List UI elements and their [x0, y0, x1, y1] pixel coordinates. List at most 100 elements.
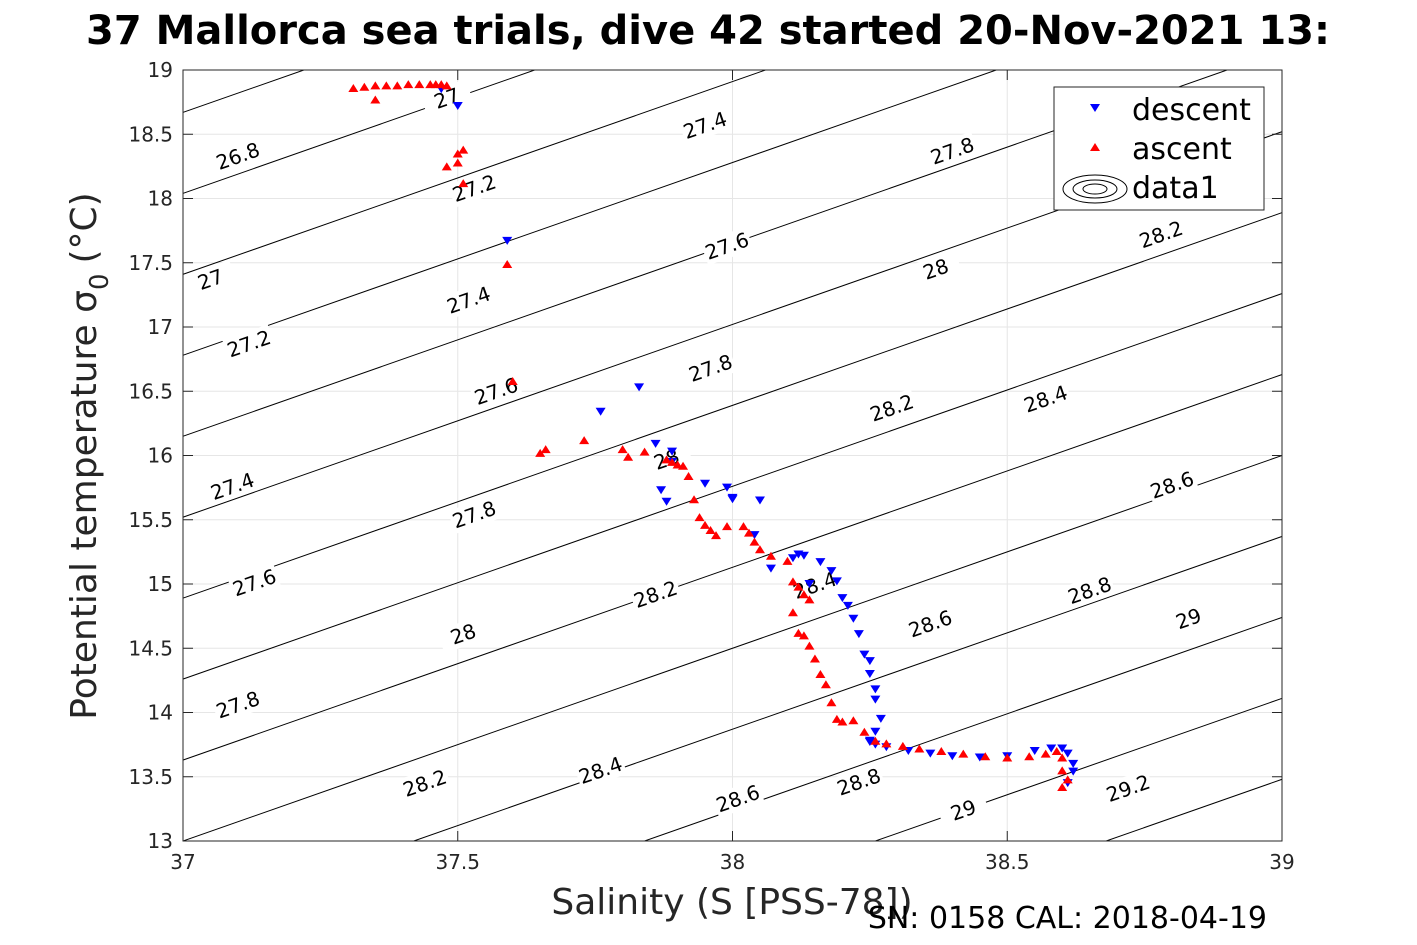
descent-point — [1068, 759, 1079, 768]
ascent-point — [705, 526, 716, 535]
x-tick-label: 38.5 — [985, 850, 1030, 874]
descent-point — [848, 614, 859, 623]
ascent-point — [837, 717, 848, 726]
isopycnal-line — [183, 212, 1282, 599]
ascent-point — [700, 520, 711, 529]
descent-point — [870, 727, 881, 736]
x-axis-label: Salinity (S [PSS-78]) — [551, 882, 912, 923]
descent-point — [749, 531, 760, 540]
descent-point — [864, 657, 875, 666]
contour-label-bg — [700, 226, 754, 266]
descent-point — [667, 447, 678, 456]
contour-label-bg — [211, 136, 265, 176]
y-tick-label: 17.5 — [128, 251, 173, 275]
descent-series — [436, 85, 1079, 788]
descent-point — [798, 551, 809, 560]
descent-point — [1029, 747, 1040, 756]
ascent-point — [859, 727, 870, 736]
y-tick-label: 13.5 — [128, 765, 173, 789]
ascent-point — [1040, 749, 1051, 758]
ascent-point — [798, 590, 809, 599]
chart-title: 37 Mallorca sea trials, dive 42 started … — [86, 8, 1330, 54]
contour-label-bg — [678, 105, 732, 145]
ascent-point — [743, 528, 754, 537]
y-axis-label-main: Potential temperature σ — [64, 290, 105, 720]
y-axis-label: Potential temperature σ0 (°C) — [64, 192, 115, 719]
ascent-point — [798, 631, 809, 640]
ascent-point — [722, 522, 733, 531]
contour-label-bg — [925, 131, 979, 171]
descent-point — [870, 695, 881, 704]
descent-point — [754, 496, 765, 505]
contour-label-bg — [865, 388, 919, 428]
ascent-point — [348, 83, 359, 92]
ascent-point — [359, 82, 370, 91]
descent-point — [925, 749, 936, 758]
x-tick-label: 37.5 — [435, 850, 480, 874]
isopycnal-line — [183, 374, 1282, 761]
ascent-point — [936, 747, 947, 756]
density-contours — [0, 70, 1282, 841]
contour-label-bg — [628, 575, 683, 614]
descent-point — [595, 407, 606, 416]
ascent-point — [1062, 775, 1073, 784]
descent-point — [1057, 744, 1068, 753]
ascent-point — [370, 81, 381, 90]
ascent-point — [381, 81, 392, 90]
descent-point — [661, 497, 672, 506]
ascent-point — [441, 162, 452, 171]
ascent-point — [1051, 747, 1062, 756]
descent-point — [1062, 749, 1073, 758]
ascent-point — [881, 739, 892, 748]
ascent-point — [787, 577, 798, 586]
descent-point — [842, 601, 853, 610]
contour-label-bg — [469, 371, 523, 411]
descent-point — [859, 650, 870, 659]
legend-descent-marker — [1090, 104, 1100, 112]
descent-point — [722, 483, 733, 492]
ascent-point — [815, 669, 826, 678]
descent-point — [864, 738, 875, 747]
descent-point — [765, 564, 776, 573]
grid-lines — [183, 70, 1282, 841]
y-tick-label: 15.5 — [128, 508, 173, 532]
contour-label-bg — [711, 779, 765, 818]
descent-point — [826, 567, 837, 576]
ascent-point — [617, 445, 628, 454]
legend-data1-label: data1 — [1132, 171, 1219, 206]
isopycnal-line — [0, 70, 73, 841]
y-axis-label-subscript: 0 — [85, 273, 115, 290]
ascent-point — [458, 179, 469, 188]
ascent-point — [370, 95, 381, 104]
ascent-point — [579, 436, 590, 445]
contour-label-bg — [183, 260, 238, 299]
ascent-point — [870, 736, 881, 745]
contour-label-bg — [398, 763, 452, 803]
ascent-point — [804, 595, 815, 604]
y-tick-label: 17 — [148, 315, 173, 339]
ascent-point — [848, 716, 859, 725]
contour-label-bg — [227, 563, 282, 602]
ascent-point — [1002, 753, 1013, 762]
x-tick-label: 39 — [1269, 850, 1294, 874]
ascent-point — [820, 680, 831, 689]
descent-point — [700, 479, 711, 488]
descent-point — [875, 714, 886, 723]
x-tick-label: 37 — [170, 850, 195, 874]
ascent-point — [661, 455, 672, 464]
descent-point — [947, 752, 958, 761]
y-tick-label: 14.5 — [128, 636, 173, 660]
ascent-point — [502, 260, 513, 269]
ascent-point — [804, 641, 815, 650]
contour-label-bg — [436, 614, 490, 654]
contour-label-bg — [1019, 379, 1073, 419]
y-axis-label-unit: (°C) — [64, 192, 105, 263]
contour-label-bg — [903, 604, 957, 644]
y-tick-label: 14 — [148, 701, 173, 725]
descent-point — [656, 486, 667, 495]
ascent-point — [689, 495, 700, 504]
contour-label-bg — [683, 348, 738, 388]
ascent-point — [392, 81, 403, 90]
ascent-point — [458, 145, 469, 154]
